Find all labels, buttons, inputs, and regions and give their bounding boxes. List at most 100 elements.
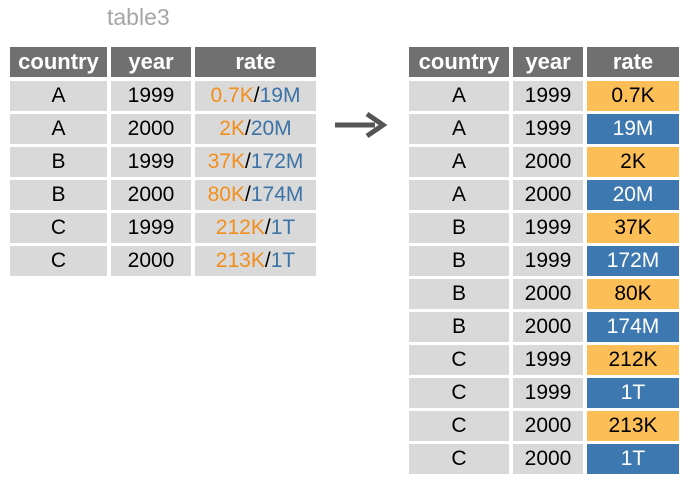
country-cell: A	[409, 81, 509, 111]
header-country: country	[409, 47, 509, 77]
country-cell: C	[10, 246, 107, 276]
country-cell: A	[409, 180, 509, 210]
country-cell: A	[10, 114, 107, 144]
header-year: year	[111, 47, 191, 77]
table-row: B 2000 80K/174M	[10, 180, 316, 210]
rate-cell: 2K	[587, 147, 679, 177]
table-row: C 1999 1T	[409, 378, 679, 408]
table-row: C 1999 212K	[409, 345, 679, 375]
year-cell: 1999	[513, 378, 583, 408]
header-row: country year rate	[409, 47, 679, 77]
right-arrow-icon	[335, 111, 388, 139]
table-row: A 2000 2K/20M	[10, 114, 316, 144]
rate-separator: /	[264, 249, 271, 272]
header-row: country year rate	[10, 47, 316, 77]
table-row: A 2000 2K	[409, 147, 679, 177]
year-cell: 2000	[513, 411, 583, 441]
rate-cell: 172M	[587, 246, 679, 276]
country-cell: C	[409, 444, 509, 474]
header-rate: rate	[587, 47, 679, 77]
country-cell: A	[10, 81, 107, 111]
rate-separator: /	[253, 84, 260, 107]
table-row: B 2000 174M	[409, 312, 679, 342]
population-value: 1T	[270, 249, 296, 272]
table-row: B 2000 80K	[409, 279, 679, 309]
country-cell: C	[10, 213, 107, 243]
rate-cell: 37K	[587, 213, 679, 243]
table-row: C 2000 213K/1T	[10, 246, 316, 276]
country-cell: B	[10, 180, 107, 210]
rate-cell: 174M	[587, 312, 679, 342]
table-caption: table3	[107, 4, 170, 30]
country-cell: C	[409, 411, 509, 441]
country-cell: B	[409, 312, 509, 342]
year-cell: 1999	[111, 81, 191, 111]
population-value: 20M	[250, 117, 292, 140]
rate-cell: 20M	[587, 180, 679, 210]
table-row: A 1999 0.7K/19M	[10, 81, 316, 111]
rate-cell: 19M	[587, 114, 679, 144]
rate-cell: 2K/20M	[195, 114, 316, 144]
cases-value: 212K	[215, 216, 265, 239]
left-table: country year rate A 1999 0.7K/19M A 2000 2K/2…	[10, 47, 316, 276]
country-cell: B	[409, 213, 509, 243]
cases-value: 2K	[219, 117, 245, 140]
population-value: 19M	[259, 84, 301, 107]
rate-cell: 80K/174M	[195, 180, 316, 210]
country-cell: C	[409, 378, 509, 408]
year-cell: 2000	[513, 279, 583, 309]
table-row: B 1999 37K	[409, 213, 679, 243]
rate-separator: /	[245, 183, 251, 206]
population-value: 172M	[250, 150, 304, 173]
header-rate: rate	[195, 47, 316, 77]
table-row: C 2000 1T	[409, 444, 679, 474]
year-cell: 1999	[111, 147, 191, 177]
year-cell: 2000	[111, 246, 191, 276]
year-cell: 2000	[513, 444, 583, 474]
year-cell: 2000	[111, 114, 191, 144]
year-cell: 1999	[513, 114, 583, 144]
year-cell: 1999	[513, 213, 583, 243]
table-row: A 1999 0.7K	[409, 81, 679, 111]
rate-separator: /	[244, 117, 251, 140]
cases-value: 80K	[207, 183, 245, 206]
rate-cell: 212K/1T	[195, 213, 316, 243]
country-cell: B	[10, 147, 107, 177]
country-cell: B	[409, 246, 509, 276]
country-cell: C	[409, 345, 509, 375]
year-cell: 1999	[513, 345, 583, 375]
country-cell: A	[409, 147, 509, 177]
rate-cell: 213K/1T	[195, 246, 316, 276]
rate-cell: 80K	[587, 279, 679, 309]
table-row: A 1999 19M	[409, 114, 679, 144]
year-cell: 2000	[513, 180, 583, 210]
year-cell: 1999	[111, 213, 191, 243]
year-cell: 1999	[513, 246, 583, 276]
year-cell: 1999	[513, 81, 583, 111]
rate-cell: 37K/172M	[195, 147, 316, 177]
year-cell: 2000	[111, 180, 191, 210]
rate-cell: 0.7K/19M	[195, 81, 316, 111]
rate-cell: 1T	[587, 444, 679, 474]
table-row: B 1999 172M	[409, 246, 679, 276]
rate-cell: 212K	[587, 345, 679, 375]
rate-separator: /	[264, 216, 271, 239]
table-row: C 1999 212K/1T	[10, 213, 316, 243]
year-cell: 2000	[513, 312, 583, 342]
table-row: C 2000 213K	[409, 411, 679, 441]
cases-value: 37K	[207, 150, 245, 173]
rate-cell: 0.7K	[587, 81, 679, 111]
rate-cell: 1T	[587, 378, 679, 408]
table-row: A 2000 20M	[409, 180, 679, 210]
cases-value: 213K	[215, 249, 265, 272]
cases-value: 0.7K	[210, 84, 254, 107]
country-cell: A	[409, 114, 509, 144]
table-row: B 1999 37K/172M	[10, 147, 316, 177]
population-value: 174M	[250, 183, 304, 206]
right-table: country year rate A 1999 0.7K A 1999 19M A 2000…	[409, 47, 679, 474]
rate-cell: 213K	[587, 411, 679, 441]
population-value: 1T	[270, 216, 296, 239]
year-cell: 2000	[513, 147, 583, 177]
country-cell: B	[409, 279, 509, 309]
header-country: country	[10, 47, 107, 77]
